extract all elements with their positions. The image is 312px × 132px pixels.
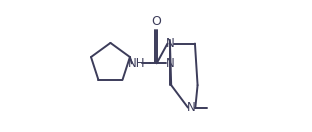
Text: O: O [152, 15, 162, 28]
Text: N: N [187, 101, 196, 114]
Text: NH: NH [128, 57, 146, 70]
Text: N: N [165, 37, 174, 50]
Text: N: N [165, 57, 174, 70]
